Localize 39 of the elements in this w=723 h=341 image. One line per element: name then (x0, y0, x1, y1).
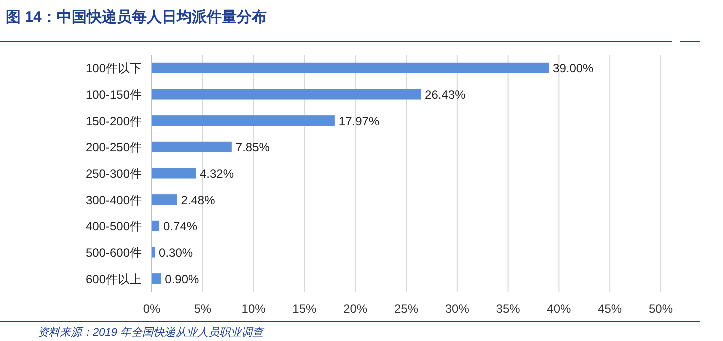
bar (152, 194, 178, 206)
y-tick-label: 200-250件 (86, 140, 142, 155)
y-tick-label: 400-500件 (86, 220, 142, 234)
data-label: 2.48% (181, 193, 216, 208)
bar (152, 220, 160, 232)
x-tick-label: 0% (143, 302, 161, 316)
y-tick-label: 100件以下 (86, 62, 142, 76)
y-tick-label: 150-200件 (86, 114, 142, 128)
bar (152, 89, 422, 100)
x-tick-label: 25% (394, 302, 419, 316)
bar (152, 274, 162, 284)
x-tick-label: 50% (648, 302, 674, 316)
data-label: 17.97% (338, 114, 380, 128)
data-label: 0.90% (165, 272, 200, 286)
x-tick-label: 45% (598, 302, 622, 316)
x-tick-label: 40% (547, 302, 572, 316)
x-tick-label: 15% (292, 302, 318, 316)
text: 资料来源：2019 年全国快递从业人员职业调查 (38, 326, 266, 339)
bar (152, 142, 232, 152)
y-tick-label: 600件以上 (86, 272, 142, 286)
x-tick-label: 10% (242, 302, 266, 316)
data-label: 4.32% (200, 167, 234, 181)
data-label: 0.30% (159, 246, 194, 260)
y-tick-label: 250-300件 (86, 167, 142, 181)
x-tick-label: 20% (344, 302, 368, 316)
data-label: 0.74% (164, 220, 198, 234)
data-label: 7.85% (236, 140, 270, 155)
bar (152, 62, 550, 74)
chart-title: 图 14：中国快递员每人日均派件量分布 (6, 8, 267, 26)
y-tick-label: 500-600件 (86, 246, 142, 260)
data-label: 39.00% (553, 62, 594, 76)
bar (152, 116, 335, 126)
y-tick-label: 300-400件 (86, 193, 142, 208)
y-tick-label: 100-150件 (86, 88, 142, 102)
x-tick-label: 5% (194, 302, 212, 316)
x-tick-label: 35% (496, 302, 521, 316)
bar (152, 168, 196, 179)
x-tick-label: 30% (445, 302, 470, 316)
data-label: 26.43% (425, 88, 466, 102)
